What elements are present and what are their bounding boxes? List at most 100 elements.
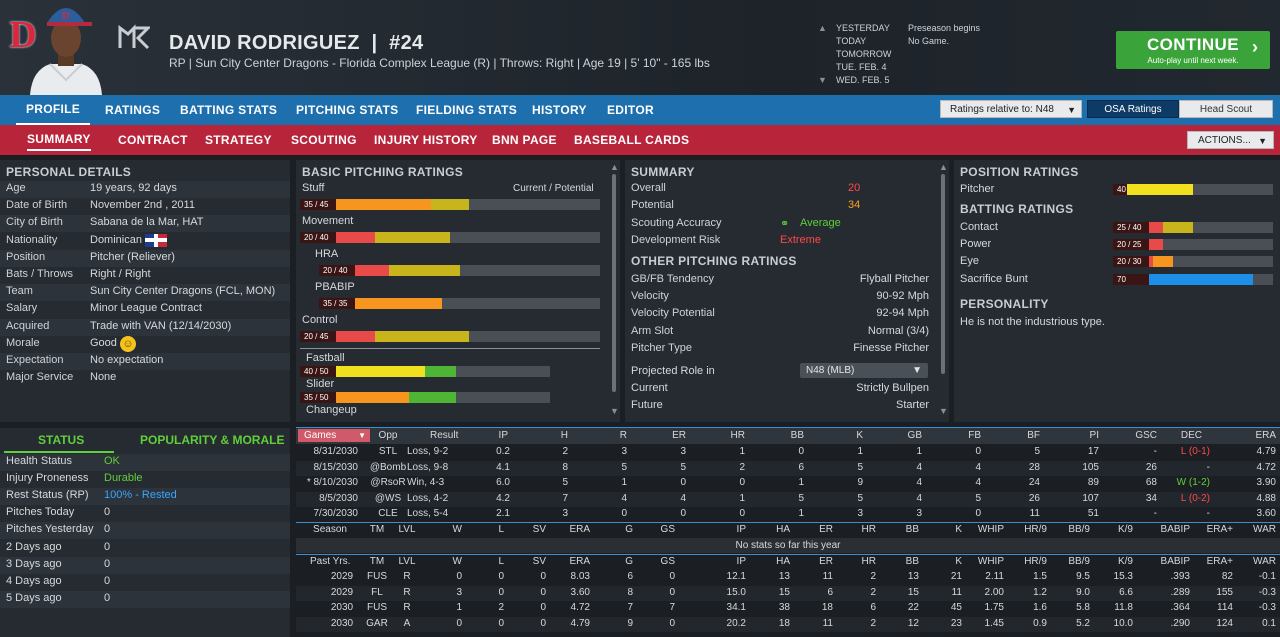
detail-value: Pitcher (Reliever) xyxy=(90,250,175,263)
past-column-header: SV xyxy=(532,556,546,567)
chevron-down-icon[interactable]: ▼ xyxy=(818,75,827,85)
detail-label: Acquired xyxy=(6,319,50,332)
games-header-row xyxy=(296,428,1280,444)
tab-summary[interactable]: SUMMARY xyxy=(27,125,91,155)
past-cell: 20.2 xyxy=(726,618,746,630)
summary-label: Overall xyxy=(631,182,666,194)
past-cell: 0 xyxy=(498,586,504,598)
scroll-up-icon[interactable]: ▲ xyxy=(610,162,619,172)
actions-label: ACTIONS... xyxy=(1198,135,1251,146)
games-cell: W (1-2) xyxy=(1176,477,1210,488)
detail-value: Right / Right xyxy=(90,268,151,280)
past-cell: 23 xyxy=(950,618,962,630)
past-cell: FUS xyxy=(367,571,387,582)
games-cell: 2 xyxy=(562,446,568,457)
tab-profile[interactable]: PROFILE xyxy=(16,95,91,125)
tab-pitching-stats[interactable]: PITCHING STATS xyxy=(296,103,399,117)
tab-injury-history[interactable]: INJURY HISTORY xyxy=(374,133,478,147)
past-cell: -0.3 xyxy=(1258,586,1276,598)
rating-bar: 70 xyxy=(1113,273,1273,285)
past-cell: R xyxy=(403,571,411,582)
games-cell: 26 xyxy=(1028,492,1040,504)
other-rating-value: Flyball Pitcher xyxy=(859,273,929,285)
rating-bar: 40 / 50 xyxy=(300,366,550,377)
pitch-label: Fastball xyxy=(306,352,345,364)
scroll-up-icon[interactable]: ▲ xyxy=(939,162,948,172)
games-cell: 3 xyxy=(562,508,568,519)
games-column-header: HR xyxy=(730,430,745,441)
past-cell: 1.6 xyxy=(1033,602,1047,614)
osa-ratings-toggle[interactable]: OSA Ratings xyxy=(1087,100,1179,118)
past-cell: 15 xyxy=(907,586,919,598)
games-cell: 4.1 xyxy=(496,461,510,473)
tab-batting-stats[interactable]: BATTING STATS xyxy=(180,103,278,117)
tab-status[interactable]: STATUS xyxy=(38,433,85,447)
detail-label: Team xyxy=(6,285,33,298)
games-cell: 7/30/2030 xyxy=(313,508,359,519)
games-cell: 1 xyxy=(798,477,804,488)
season-column-header: SV xyxy=(532,524,546,535)
scroll-down-icon[interactable]: ▼ xyxy=(939,406,948,416)
rating-tag: 40 / 50 xyxy=(300,366,336,377)
scrollbar[interactable] xyxy=(612,174,616,392)
divider xyxy=(300,348,600,349)
scroll-down-icon[interactable]: ▼ xyxy=(610,406,619,416)
date-label[interactable]: YESTERDAY xyxy=(836,23,890,33)
past-cell: .393 xyxy=(1170,571,1190,582)
tab-ratings[interactable]: RATINGS xyxy=(105,103,161,117)
tab-contract[interactable]: CONTRACT xyxy=(118,133,188,147)
detail-label: Morale xyxy=(6,336,40,349)
tab-editor[interactable]: EDITOR xyxy=(607,103,654,117)
tab-history[interactable]: HISTORY xyxy=(532,103,587,117)
past-cell: 34.1 xyxy=(726,602,746,614)
rating-tag: 25 / 40 xyxy=(1113,222,1149,233)
tab-bnn-page[interactable]: BNN PAGE xyxy=(492,133,557,147)
player-subtitle: RP | Sun City Center Dragons - Florida C… xyxy=(169,56,710,70)
date-label[interactable]: TODAY xyxy=(836,36,867,46)
past-column-header: K/9 xyxy=(1117,556,1133,567)
scrollbar[interactable] xyxy=(941,174,945,374)
games-cell: 7 xyxy=(562,492,568,504)
status-label: Injury Proneness xyxy=(6,472,89,485)
tab-fielding-stats[interactable]: FIELDING STATS xyxy=(416,103,518,117)
detail-value[interactable]: Sun City Center Dragons (FCL, MON) xyxy=(90,285,276,298)
continue-button[interactable]: CONTINUE Auto-play until next week. › xyxy=(1116,31,1270,69)
chevron-down-icon: ▼ xyxy=(912,365,922,376)
smiley-face-icon: ☺ xyxy=(120,335,136,352)
ratings-relative-select[interactable]: Ratings relative to: N48 ▼ xyxy=(940,100,1082,118)
detail-value: November 2nd , 2011 xyxy=(90,199,195,212)
past-cell: 1.45 xyxy=(984,618,1004,630)
chevron-up-icon[interactable]: ▲ xyxy=(818,23,827,33)
detail-value: Minor League Contract xyxy=(90,302,202,315)
detail-value[interactable]: Trade with VAN (12/14/2030) xyxy=(90,319,232,332)
rating-tag: 35 / 35 xyxy=(319,298,355,309)
summary-value: Extreme xyxy=(780,233,821,246)
past-cell: 3 xyxy=(456,586,462,598)
tab-baseball-cards[interactable]: BASEBALL CARDS xyxy=(574,133,690,147)
status-label: 3 Days ago xyxy=(6,557,62,570)
actions-dropdown[interactable]: ACTIONS... ▼ xyxy=(1187,131,1274,149)
games-cell: @RsoR xyxy=(370,477,406,488)
pitch-label: Changeup xyxy=(306,404,357,416)
other-rating-value: Normal (3/4) xyxy=(867,324,929,337)
head-scout-toggle[interactable]: Head Scout xyxy=(1179,100,1273,118)
games-cell: 0 xyxy=(621,508,627,519)
projected-role-select[interactable]: N48 (MLB) ▼ xyxy=(800,363,928,378)
date-label[interactable]: TUE. FEB. 4 xyxy=(836,62,887,72)
team-logo[interactable]: D xyxy=(9,14,37,56)
tab-popularity-morale[interactable]: POPULARITY & MORALE xyxy=(140,433,285,447)
past-column-header: Past Yrs. xyxy=(310,556,351,567)
position-ratings-title: POSITION RATINGS xyxy=(960,165,1079,179)
date-label[interactable]: TOMORROW xyxy=(836,49,892,59)
other-rating-label: Velocity xyxy=(631,290,669,303)
games-cell: 5 xyxy=(1034,446,1040,457)
games-select[interactable]: Games ▼ xyxy=(298,429,370,442)
past-cell: .289 xyxy=(1170,586,1190,598)
past-cell: 7 xyxy=(669,602,675,614)
tab-strategy[interactable]: STRATEGY xyxy=(205,133,272,147)
ratings-relative-label: Ratings relative to: N48 xyxy=(950,104,1054,115)
date-label[interactable]: WED. FEB. 5 xyxy=(836,75,890,85)
season-column-header: W xyxy=(452,524,462,535)
current-fill xyxy=(319,298,442,309)
tab-scouting[interactable]: SCOUTING xyxy=(291,133,357,147)
